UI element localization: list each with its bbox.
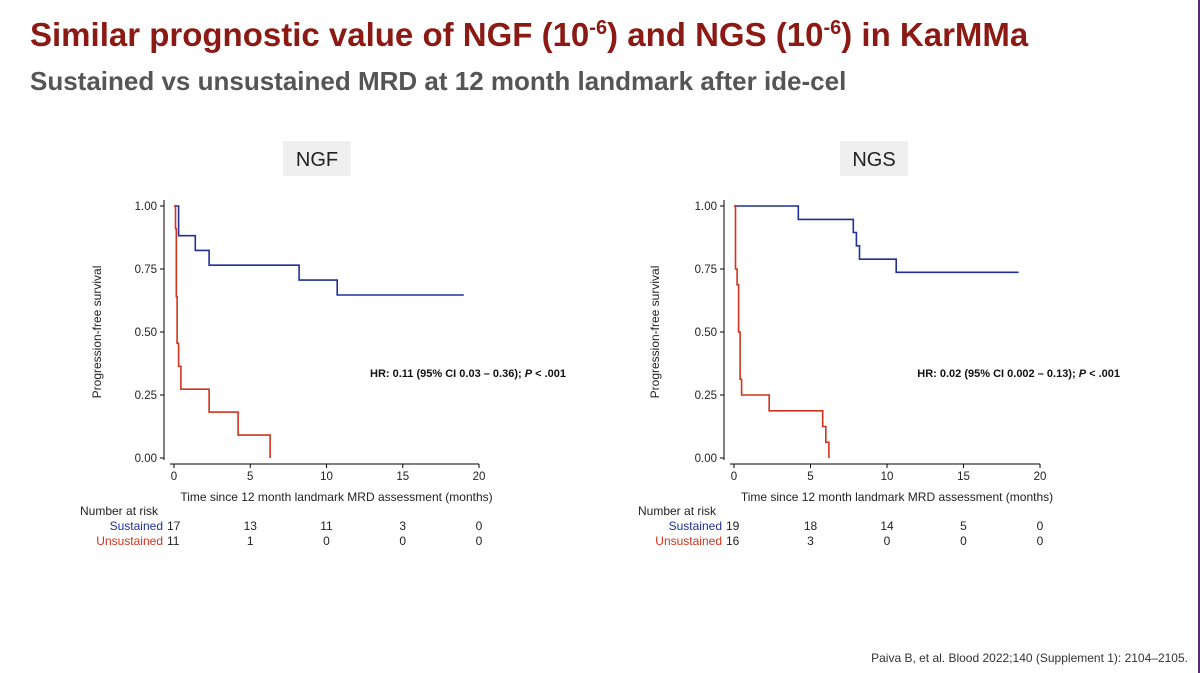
y-tick-label: 0.50	[135, 327, 157, 339]
risk-table-value: 3	[399, 519, 406, 533]
km-curve-sustained	[174, 205, 464, 296]
risk-table-value: 18	[804, 519, 818, 533]
risk-table-value: 0	[399, 534, 406, 548]
risk-table-value: 11	[320, 519, 333, 533]
panel-title-background	[283, 141, 351, 176]
risk-table-value: 17	[167, 519, 181, 533]
risk-table-value: 1	[247, 534, 254, 548]
risk-table-value: 0	[476, 519, 483, 533]
x-tick-label: 0	[171, 471, 177, 483]
risk-table-row-label: Sustained	[669, 519, 722, 533]
hazard-ratio-annotation: HR: 0.02 (95% CI 0.002 – 0.13); P < .001	[917, 368, 1120, 380]
risk-table-value: 0	[1037, 534, 1044, 548]
risk-table-header: Number at risk	[80, 504, 159, 518]
risk-table-value: 19	[726, 519, 740, 533]
y-tick-label: 0.75	[135, 264, 157, 276]
risk-table-value: 14	[880, 519, 894, 533]
risk-table-value: 11	[167, 534, 180, 548]
risk-table-value: 13	[244, 519, 258, 533]
hazard-ratio-annotation: HR: 0.11 (95% CI 0.03 – 0.36); P < .001	[370, 368, 566, 380]
citation: Paiva B, et al. Blood 2022;140 (Suppleme…	[871, 651, 1188, 665]
slide-title: Similar prognostic value of NGF (10-6) a…	[30, 16, 1029, 53]
x-tick-label: 10	[320, 471, 333, 483]
x-axis-label: Time since 12 month landmark MRD assessm…	[741, 490, 1053, 504]
km-curve-sustained	[734, 205, 1019, 274]
slide-subtitle: Sustained vs unsustained MRD at 12 month…	[30, 66, 847, 96]
y-tick-label: 0.25	[135, 390, 157, 402]
risk-table-row-label: Sustained	[110, 519, 163, 533]
x-tick-label: 20	[473, 471, 486, 483]
risk-table-value: 3	[807, 534, 814, 548]
y-tick-label: 1.00	[135, 201, 157, 213]
x-tick-label: 5	[807, 471, 813, 483]
x-tick-label: 0	[731, 471, 737, 483]
km-curve-unsustained	[734, 205, 830, 458]
risk-table-value: 0	[476, 534, 483, 548]
km-curve-unsustained	[174, 205, 271, 458]
panel-title: NGS	[852, 149, 895, 171]
x-tick-label: 20	[1034, 471, 1047, 483]
slide-border	[1198, 0, 1200, 673]
risk-table-value: 0	[323, 534, 330, 548]
risk-table-value: 16	[726, 534, 740, 548]
x-tick-label: 5	[247, 471, 253, 483]
risk-table-value: 0	[1037, 519, 1044, 533]
x-tick-label: 15	[957, 471, 970, 483]
y-axis-label: Progression-free survival	[648, 266, 662, 399]
risk-table-row-label: Unsustained	[96, 534, 163, 548]
risk-table-value: 5	[960, 519, 967, 533]
panel-title-background	[840, 141, 908, 176]
y-tick-label: 0.00	[695, 453, 717, 465]
x-tick-label: 10	[881, 471, 894, 483]
panel-title: NGF	[296, 149, 338, 171]
x-tick-label: 15	[396, 471, 409, 483]
risk-table-header: Number at risk	[638, 504, 717, 518]
y-axis-label: Progression-free survival	[90, 266, 104, 399]
y-tick-label: 0.25	[695, 390, 717, 402]
y-tick-label: 0.50	[695, 327, 717, 339]
y-tick-label: 1.00	[695, 201, 717, 213]
y-tick-label: 0.75	[695, 264, 717, 276]
risk-table-value: 0	[960, 534, 967, 548]
risk-table-row-label: Unsustained	[655, 534, 722, 548]
risk-table-value: 0	[884, 534, 891, 548]
y-tick-label: 0.00	[135, 453, 157, 465]
x-axis-label: Time since 12 month landmark MRD assessm…	[180, 490, 492, 504]
